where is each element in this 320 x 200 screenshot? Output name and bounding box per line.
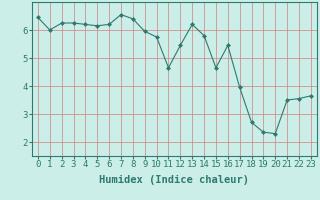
X-axis label: Humidex (Indice chaleur): Humidex (Indice chaleur)	[100, 175, 249, 185]
